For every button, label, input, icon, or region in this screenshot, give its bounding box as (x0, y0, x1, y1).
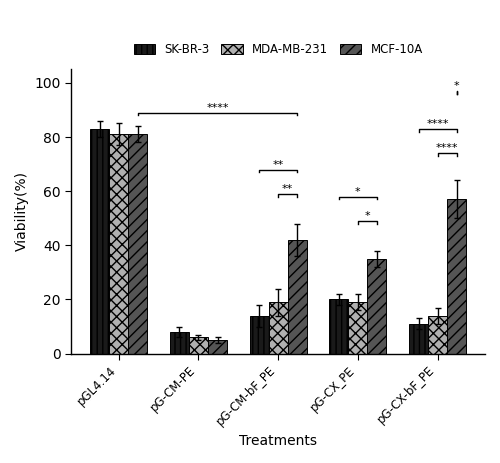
Bar (109, 134, 128, 354)
Bar (90, 129, 109, 354)
Y-axis label: Viability(%): Viability(%) (15, 171, 29, 251)
Bar (348, 302, 368, 354)
Bar (170, 332, 189, 354)
Bar (288, 240, 307, 354)
Text: *: * (364, 211, 370, 221)
X-axis label: Treatments: Treatments (239, 434, 317, 448)
Text: **: ** (282, 184, 294, 194)
Bar (447, 199, 466, 354)
Text: ****: **** (206, 103, 229, 113)
Text: *: * (454, 81, 460, 91)
Bar (268, 302, 287, 354)
Bar (208, 340, 227, 354)
Bar (368, 259, 386, 354)
Bar (330, 300, 348, 354)
Bar (250, 316, 268, 354)
Bar (428, 316, 447, 354)
Text: **: ** (272, 159, 284, 169)
Bar (409, 324, 428, 354)
Text: ****: **** (426, 119, 449, 129)
Legend: SK-BR-3, MDA-MB-231, MCF-10A: SK-BR-3, MDA-MB-231, MCF-10A (129, 38, 428, 61)
Text: *: * (355, 187, 360, 197)
Text: ****: **** (436, 143, 458, 153)
Bar (128, 134, 148, 354)
Bar (189, 338, 208, 354)
